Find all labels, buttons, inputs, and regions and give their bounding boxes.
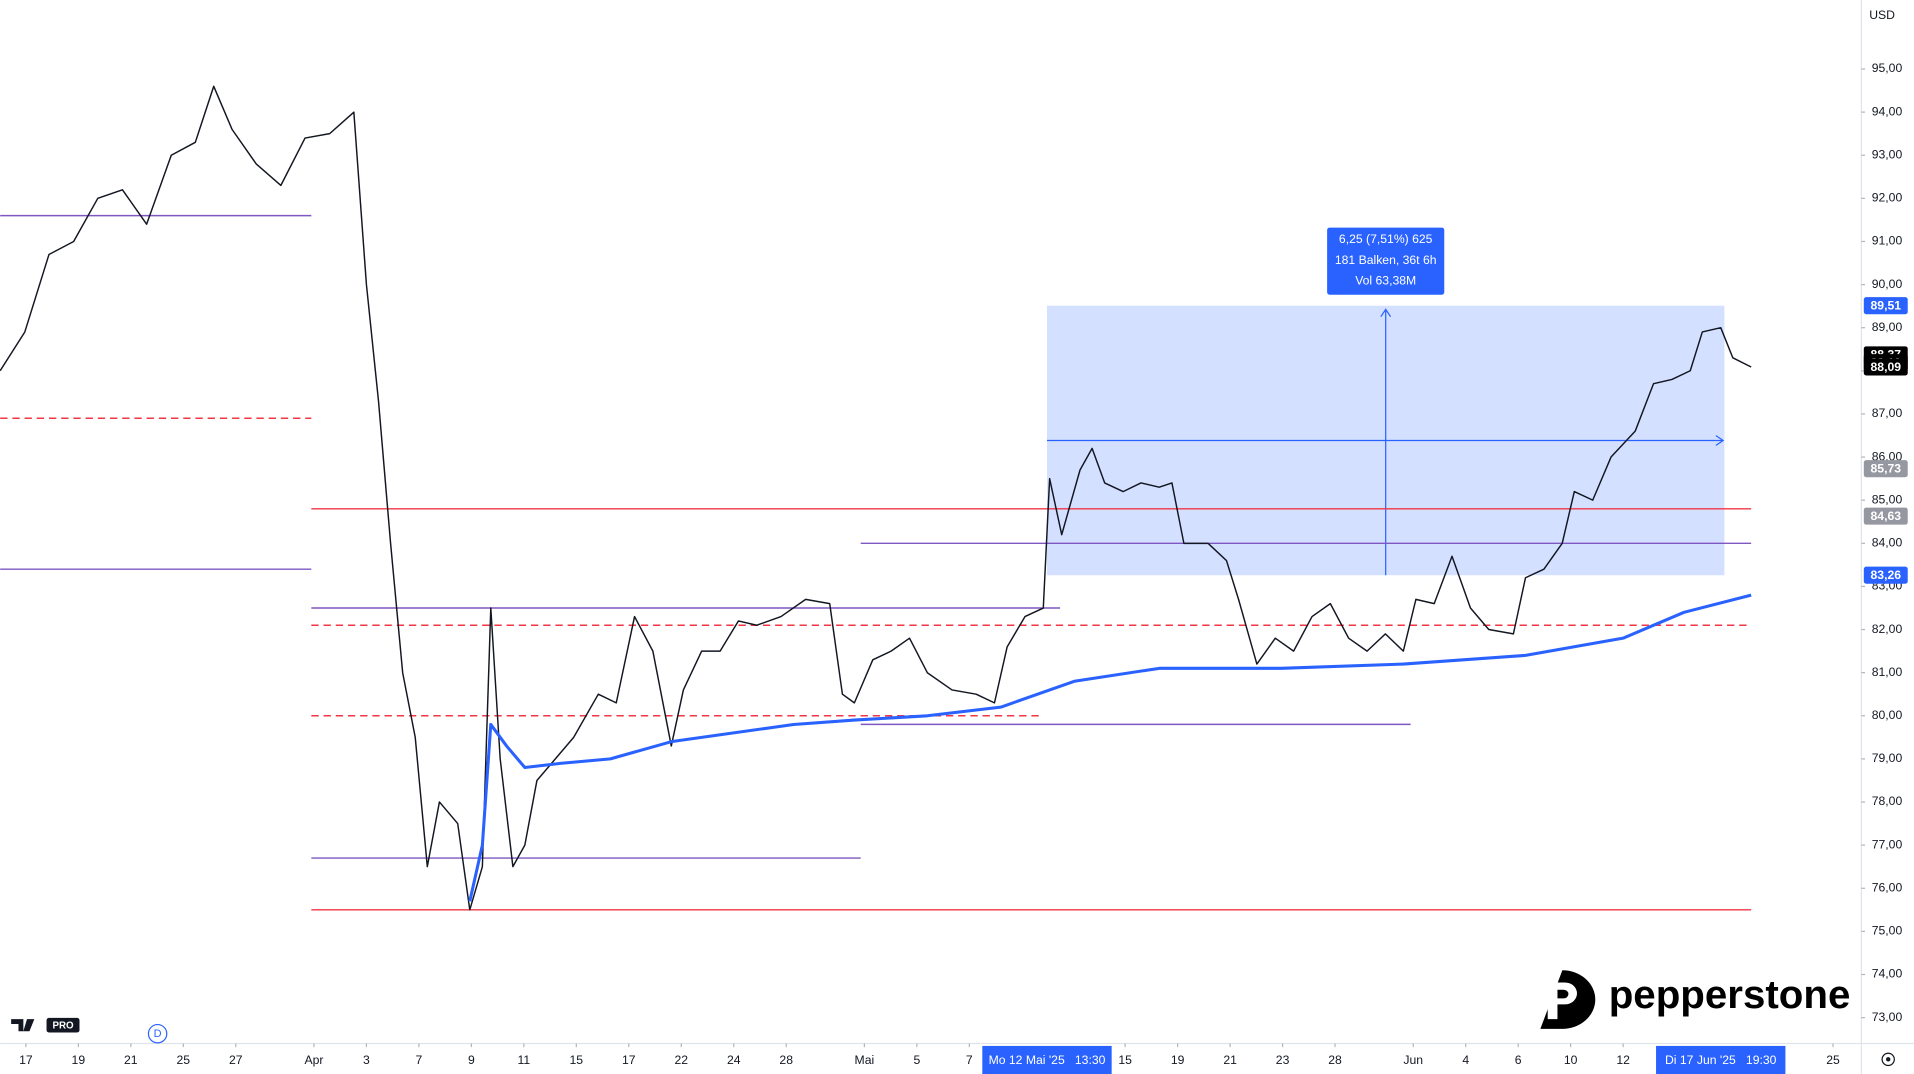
price-label-bg [1863,507,1908,525]
plot-area: 6,25 (7,51%) 625 181 Balken, 36t 6h Vol 63… [0,85,1752,911]
y-tick-label: 74,00 [1872,967,1903,981]
x-tick-label: 22 [674,1053,688,1067]
price-label: 89,51 [1871,299,1902,313]
pepperstone-logo: pepperstone [1540,970,1850,1029]
tv-logo: PRO [11,1017,80,1033]
y-tick-label: 86,00 [1872,449,1903,463]
currency-label[interactable]: USD [1869,8,1895,22]
x-tick-label: 23 [1276,1053,1290,1067]
x-tick-label: 9 [468,1053,475,1067]
price-label-bg [1863,358,1908,376]
measure-info-text: 181 Balken, 36t 6h [1335,253,1437,267]
x-tick-label: 5 [913,1053,920,1067]
y-tick-label: 73,00 [1872,1010,1903,1024]
settings-icon[interactable] [1881,1052,1895,1067]
x-tick-label: 15 [570,1053,584,1067]
measure-info-text: Vol 63,38M [1355,274,1416,288]
x-tick-label: 3 [363,1053,370,1067]
x-tick-label: 17 [19,1053,33,1067]
y-tick-label: 89,00 [1872,320,1903,334]
y-tick-label: 82,00 [1872,622,1903,636]
x-tick-label: 21 [1223,1053,1237,1067]
x-tick-label: Di 17 Jun '25 19:30 [1665,1053,1777,1067]
y-tick-label: 78,00 [1872,794,1903,808]
x-tick-label: 4 [1462,1053,1469,1067]
price-label-bg [1863,460,1908,478]
price-label: 88,09 [1871,360,1902,374]
x-tick-label: 12 [1616,1053,1630,1067]
y-tick-label: 75,00 [1872,924,1903,938]
x-tick-label: 7 [966,1053,973,1067]
price-label-bg [1863,566,1908,584]
x-tick-label: 27 [229,1053,243,1067]
x-tick-label: 28 [1328,1053,1342,1067]
price-label: 84,63 [1871,509,1902,523]
x-tick-label: 28 [779,1053,793,1067]
y-tick-label: 85,00 [1872,492,1903,506]
x-tick-label: 10 [1564,1053,1578,1067]
x-tick-label: 15 [1118,1053,1132,1067]
x-tick-label: 11 [518,1053,531,1067]
x-tick-label: 19 [1171,1053,1185,1067]
logo-text: pepperstone [1609,972,1851,1017]
y-tick-label: 87,00 [1872,406,1903,420]
measure-arrowhead [1715,435,1725,446]
y-tick-label: 76,00 [1872,880,1903,894]
x-tick-label: Mo 12 Mai '25 13:30 [989,1053,1106,1067]
badge-text: PRO [52,1020,74,1031]
y-tick-label: 95,00 [1872,61,1903,75]
x-tick-label: 7 [416,1053,423,1067]
price-label: 85,73 [1871,462,1902,476]
y-tick-label: 92,00 [1872,191,1903,205]
y-tick-label: 80,00 [1872,708,1903,722]
measure-info-text: 6,25 (7,51%) 625 [1339,232,1433,246]
y-tick-label: 79,00 [1872,751,1903,765]
x-tick-label: 25 [1826,1053,1840,1067]
y-tick-label: 90,00 [1872,277,1903,291]
x-tick-label: Apr [304,1053,323,1067]
interval-badge[interactable] [147,1023,168,1044]
y-tick-label: 93,00 [1872,147,1903,161]
x-tick-label: 6 [1515,1053,1522,1067]
price-label-bg [1863,297,1908,315]
price-line [468,593,1752,902]
interval-badge-text[interactable]: D [154,1028,162,1040]
y-tick-label: 77,00 [1872,837,1903,851]
y-tick-label: 94,00 [1872,104,1903,118]
y-tick-label: 84,00 [1872,536,1903,550]
x-tick-label: Mai [855,1053,875,1067]
x-tick-label: 24 [727,1053,741,1067]
x-tick-label: Jun [1403,1053,1423,1067]
price-line [0,85,1752,911]
x-tick-label: 21 [124,1053,138,1067]
measure-arrowhead [1380,308,1392,318]
y-tick-label: 81,00 [1872,665,1903,679]
price-label: 83,26 [1871,568,1902,582]
x-crosshair-label-bg [1656,1045,1786,1074]
x-crosshair-label-bg [982,1045,1112,1074]
y-tick-label: 91,00 [1872,234,1903,248]
x-tick-label: 25 [177,1053,191,1067]
x-tick-label: 17 [622,1053,636,1067]
measure-info-box [1327,227,1445,295]
x-tick-label: 19 [72,1053,86,1067]
